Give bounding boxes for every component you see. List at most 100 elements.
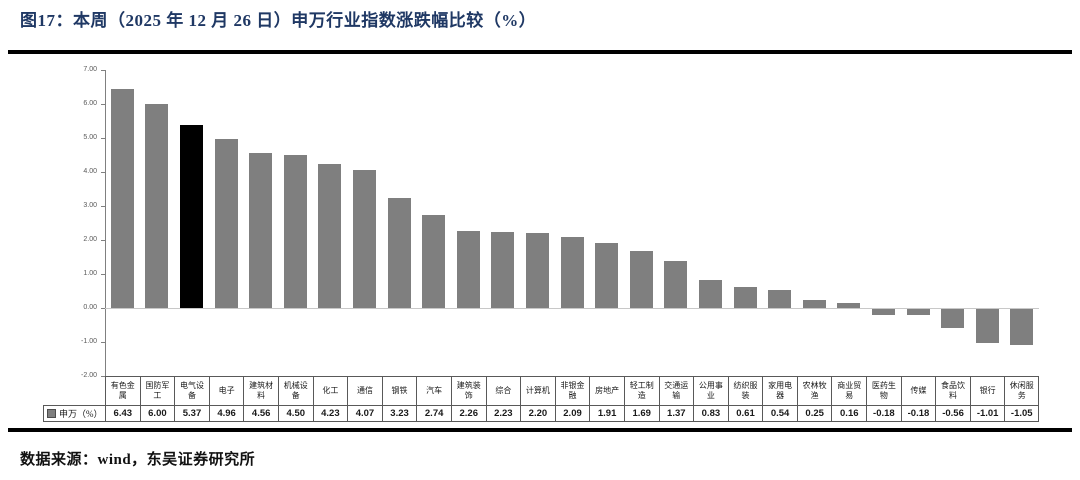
bar: [526, 233, 549, 308]
y-tick-mark: [101, 104, 105, 105]
legend-key-swatch: [47, 409, 56, 418]
y-tick-label: 4.00: [83, 168, 97, 175]
y-tick-label: 7.00: [83, 66, 97, 73]
legend-series-label: 申万（%）: [59, 409, 103, 419]
y-tick-mark: [101, 376, 105, 377]
table-category-header: 医药生物: [866, 376, 901, 405]
table-value-cell: -1.05: [1004, 405, 1040, 422]
y-axis-line: [105, 70, 106, 376]
y-tick-label: 6.00: [83, 100, 97, 107]
y-tick-label: -2.00: [81, 372, 97, 379]
table-value-cell: 4.96: [208, 405, 244, 422]
table-category-header: 电气设备: [174, 376, 209, 405]
table-category-header: 轻工制造: [623, 376, 659, 405]
table-value-cell: 4.23: [312, 405, 348, 422]
bar: [595, 243, 619, 308]
table-value-cell: 2.26: [450, 405, 486, 422]
table-category-header: 钢铁: [381, 376, 417, 405]
table-value-cell: -0.18: [900, 405, 936, 422]
table-category-header: 传媒: [900, 376, 936, 405]
table-value-cell: 2.74: [416, 405, 451, 422]
bar: [456, 231, 480, 308]
table-category-header: 通信: [347, 376, 382, 405]
bar-plot-area: 7.00 6.00 5.00 4.00 3.00 2.00 1.00 0.00 -1.00 -2.…: [8, 54, 1072, 428]
table-category-header: 建筑装饰: [450, 376, 486, 405]
table-category-header: 化工: [312, 376, 348, 405]
y-tick-label: -1.00: [81, 338, 97, 345]
bar: [1010, 309, 1034, 345]
bar: [768, 289, 792, 308]
source-note: 数据来源：wind，东吴证券研究所: [20, 452, 256, 468]
table-category-header: 非银金融: [554, 376, 590, 405]
bar: [560, 236, 584, 308]
table-category-header: 纺织服装: [727, 376, 763, 405]
y-tick-mark: [101, 172, 105, 173]
table-category-header: 银行: [969, 376, 1005, 405]
table-value-cell: 6.43: [105, 405, 140, 422]
y-tick-label: 1.00: [83, 270, 97, 277]
y-tick-mark: [101, 138, 105, 139]
table-category-header: 房地产: [589, 376, 624, 405]
bar: [422, 214, 446, 308]
table-value-cell: 1.69: [623, 405, 659, 422]
table-value-cell: -1.01: [969, 405, 1005, 422]
table-category-header: 食品饮料: [935, 376, 970, 405]
legend-cell: 申万（%）: [43, 405, 105, 422]
table-category-header: 建筑材料: [243, 376, 278, 405]
bar: [664, 261, 688, 308]
y-tick-mark: [101, 274, 105, 275]
bar: [629, 250, 653, 308]
bar: [837, 302, 861, 308]
bar: [214, 139, 238, 308]
table-value-cell: 4.56: [243, 405, 278, 422]
bar: [699, 279, 722, 308]
table-category-header: 公用事业: [693, 376, 728, 405]
table-value-cell: -0.56: [935, 405, 970, 422]
table-value-cell: 4.07: [347, 405, 382, 422]
table-corner-spacer: [43, 376, 105, 405]
y-tick-label: 0.00: [83, 304, 97, 311]
table-category-header: 商业贸易: [831, 376, 867, 405]
table-category-header: 计算机: [520, 376, 555, 405]
bar: [353, 169, 376, 308]
bar: [110, 89, 134, 308]
bar: [872, 309, 895, 316]
table-category-header: 综合: [485, 376, 521, 405]
bar: [975, 309, 999, 344]
table-category-header: 交通运输: [658, 376, 694, 405]
bar: [491, 232, 515, 308]
bar: [802, 299, 826, 308]
y-tick-mark: [101, 70, 105, 71]
table-category-header: 有色金属: [105, 376, 140, 405]
bar: [318, 164, 342, 308]
y-tick-mark: [101, 342, 105, 343]
table-value-cell: 2.23: [485, 405, 521, 422]
y-tick-mark: [101, 308, 105, 309]
y-tick-mark: [101, 240, 105, 241]
table-value-cell: 2.20: [520, 405, 555, 422]
table-value-cell: 0.16: [831, 405, 867, 422]
table-category-header: 汽车: [416, 376, 451, 405]
bar: [180, 125, 203, 308]
table-value-cell: 4.50: [277, 405, 313, 422]
table-value-cell: 6.00: [139, 405, 175, 422]
bar: [941, 309, 965, 329]
table-category-header: 机械设备: [277, 376, 313, 405]
table-category-header: 电子: [208, 376, 244, 405]
table-category-header: 农林牧渔: [796, 376, 832, 405]
bar: [733, 287, 757, 308]
y-tick-label: 5.00: [83, 134, 97, 141]
table-value-cell: 2.09: [554, 405, 590, 422]
figure-title: 图17：本周（2025 年 12 月 26 日）申万行业指数涨跌幅比较（%）: [20, 11, 537, 30]
chart-frame: 7.00 6.00 5.00 4.00 3.00 2.00 1.00 0.00 -1.00 -2.…: [8, 50, 1072, 432]
table-value-cell: 0.61: [727, 405, 763, 422]
table-category-header: 休闲服务: [1004, 376, 1040, 405]
table-value-cell: 0.25: [796, 405, 832, 422]
y-tick-mark: [101, 206, 105, 207]
y-tick-label: 2.00: [83, 236, 97, 243]
bar: [145, 104, 169, 308]
bar: [249, 152, 273, 308]
chart-data-table: 有色金属 国防军工 电气设备 电子 建筑材料 机械设备 化工 通信 钢铁 汽车 建筑装饰 综合 计算机非…: [43, 376, 1040, 422]
bar: [387, 198, 411, 308]
